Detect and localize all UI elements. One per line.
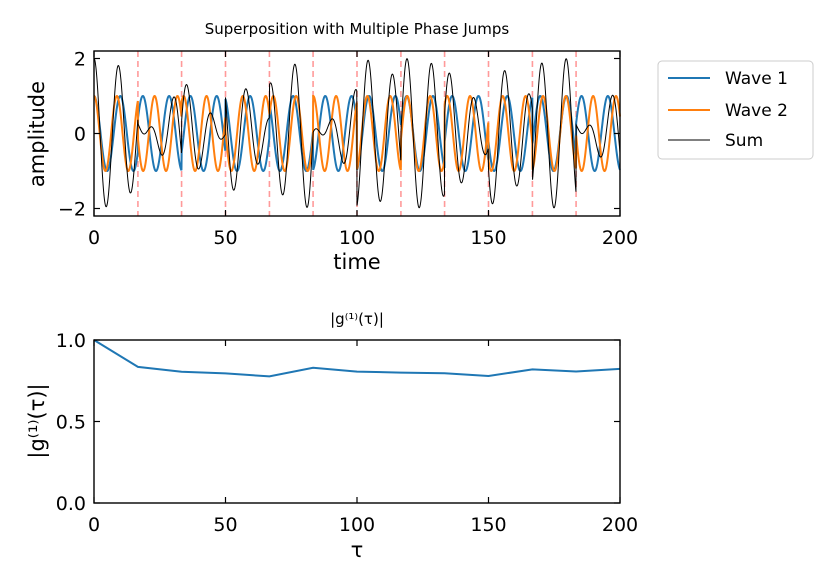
top-ticks: 0 50 100 150 200−202 (58, 49, 638, 250)
top-y-tick-label: 0 (74, 124, 86, 146)
bottom-panel: |g⁽¹⁾(τ)| 0 50 100 150 200 0.0 0.5 1.0 τ |g⁽¹⁾(… (25, 310, 638, 562)
bottom-x-tick-label: 150 (470, 514, 506, 536)
top-y-tick-label: 2 (74, 49, 86, 71)
top-x-tick-label: 100 (339, 227, 375, 249)
top-x-tick-label: 200 (602, 227, 638, 249)
bottom-y-tick-label: 0.0 (56, 493, 86, 515)
series-line-sum (93, 58, 621, 209)
top-x-axis-label: time (333, 250, 380, 274)
top-panel: Superposition with Multiple Phase Jumps … (25, 20, 638, 274)
legend-label-sum: Sum (725, 131, 763, 151)
top-x-tick-label: 50 (213, 227, 237, 249)
bottom-chart-title: |g⁽¹⁾(τ)| (330, 310, 384, 328)
top-series-group (93, 58, 621, 209)
top-x-tick-label: 0 (88, 227, 100, 249)
bottom-y-tick-label: 0.5 (56, 412, 86, 434)
bottom-y-tick-label: 1.0 (56, 330, 86, 352)
bottom-x-tick-label: 200 (602, 514, 638, 536)
bottom-y-axis-label: |g⁽¹⁾(τ)| (25, 383, 50, 458)
bottom-ticks: 0 50 100 150 200 0.0 0.5 1.0 (56, 330, 638, 536)
series-line-coherence (93, 339, 621, 378)
legend: Wave 1 Wave 2 Sum (657, 60, 814, 160)
bottom-x-tick-label: 0 (88, 514, 100, 536)
top-chart-title: Superposition with Multiple Phase Jumps (205, 20, 510, 38)
legend-label-wave-1: Wave 1 (725, 69, 788, 89)
legend-label-wave-2: Wave 2 (725, 101, 788, 121)
bottom-x-tick-label: 100 (339, 514, 375, 536)
legend-box (657, 60, 814, 160)
top-x-tick-label: 150 (470, 227, 506, 249)
bottom-x-axis-label: τ (351, 538, 364, 562)
top-y-axis-label: amplitude (25, 81, 49, 187)
bottom-x-tick-label: 50 (213, 514, 237, 536)
top-y-tick-label: −2 (58, 199, 86, 221)
bottom-plot-frame (93, 339, 621, 504)
bottom-series-group (93, 339, 621, 378)
